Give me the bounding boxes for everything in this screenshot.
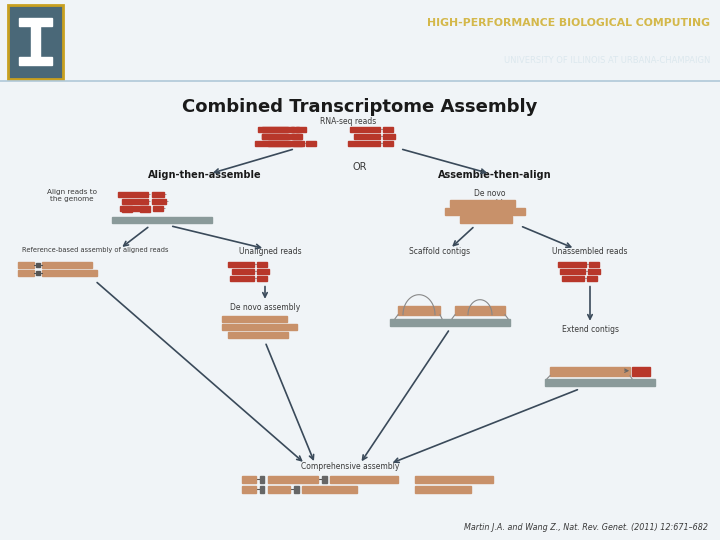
Bar [587, 276, 597, 281]
Bar [550, 367, 630, 376]
Bar [460, 215, 512, 222]
Bar [450, 200, 515, 207]
Text: RNA-seq reads: RNA-seq reads [320, 117, 376, 126]
Bar [152, 199, 166, 204]
Bar [383, 134, 395, 139]
Bar [30, 23, 40, 57]
Bar [268, 485, 290, 492]
Text: Martin J.A. and Wang Z., Nat. Rev. Genet. (2011) 12:671–682: Martin J.A. and Wang Z., Nat. Rev. Genet… [464, 523, 708, 532]
Bar [18, 269, 34, 276]
Bar [545, 379, 655, 386]
Bar [322, 476, 327, 483]
Text: Align-then-assemble: Align-then-assemble [148, 170, 262, 180]
Text: Unaligned reads: Unaligned reads [239, 247, 301, 256]
Bar [18, 262, 34, 268]
Bar [306, 141, 316, 146]
Bar [36, 262, 40, 267]
Bar [268, 141, 304, 146]
Bar [268, 476, 318, 483]
Bar [415, 485, 471, 492]
Bar [19, 18, 52, 26]
Bar [42, 269, 97, 276]
Bar [153, 206, 163, 211]
Bar [120, 206, 148, 211]
Bar [257, 262, 267, 267]
Bar [415, 476, 493, 483]
Bar [140, 206, 150, 212]
Text: Assemble-then-align: Assemble-then-align [438, 170, 552, 180]
Bar [112, 217, 212, 222]
Bar [228, 262, 254, 267]
Bar [398, 306, 440, 315]
Bar [262, 127, 294, 132]
Bar [152, 192, 164, 197]
Bar [632, 367, 650, 376]
Text: OR: OR [353, 161, 367, 172]
Bar [258, 127, 288, 132]
Bar [560, 269, 585, 274]
Bar [294, 485, 299, 492]
Bar [262, 134, 288, 139]
Bar [292, 134, 302, 139]
Text: UNIVERSITY OF ILLINOIS AT URBANA-CHAMPAIGN: UNIVERSITY OF ILLINOIS AT URBANA-CHAMPAI… [503, 56, 710, 65]
Bar [445, 208, 525, 215]
Bar [262, 134, 290, 139]
Bar [383, 127, 393, 132]
Text: Align reads to
the genome: Align reads to the genome [47, 188, 97, 202]
Bar [8, 5, 63, 79]
Bar [242, 485, 256, 492]
Bar [588, 269, 600, 274]
Bar [260, 476, 264, 483]
Text: Reference-based assembly of aligned reads: Reference-based assembly of aligned read… [22, 247, 168, 253]
Bar [122, 206, 132, 212]
Bar [348, 141, 380, 146]
Bar [257, 269, 269, 274]
Bar [383, 141, 393, 146]
Bar [36, 271, 40, 275]
Bar [230, 276, 254, 281]
Text: Unassembled reads: Unassembled reads [552, 247, 628, 256]
Bar [350, 127, 380, 132]
Bar [19, 57, 52, 65]
Bar [42, 262, 92, 268]
Text: HIGH-PERFORMANCE BIOLOGICAL COMPUTING: HIGH-PERFORMANCE BIOLOGICAL COMPUTING [427, 18, 710, 29]
Bar [228, 332, 288, 338]
Bar [122, 199, 148, 204]
Text: De novo
assembly: De novo assembly [472, 188, 508, 208]
Bar [296, 127, 306, 132]
Bar [257, 276, 267, 281]
Bar [354, 134, 380, 139]
Bar [589, 262, 599, 267]
Bar [242, 476, 256, 483]
Bar [558, 262, 586, 267]
Text: Combined Transcriptome Assembly: Combined Transcriptome Assembly [182, 98, 538, 116]
Bar [562, 276, 584, 281]
Text: De novo assembly: De novo assembly [230, 303, 300, 312]
Text: Comprehensive assembly: Comprehensive assembly [301, 462, 399, 471]
Bar [255, 141, 290, 146]
Bar [222, 316, 287, 322]
Text: Extend contigs: Extend contigs [562, 325, 618, 334]
Text: Scaffold contigs: Scaffold contigs [410, 247, 471, 256]
Bar [118, 192, 148, 197]
Bar [455, 306, 505, 315]
Bar [390, 319, 510, 326]
Bar [302, 485, 357, 492]
Bar [330, 476, 398, 483]
Bar [291, 134, 301, 139]
Bar [293, 141, 302, 146]
Bar [291, 127, 299, 132]
Bar [222, 323, 297, 330]
Bar [232, 269, 254, 274]
Bar [260, 485, 264, 492]
